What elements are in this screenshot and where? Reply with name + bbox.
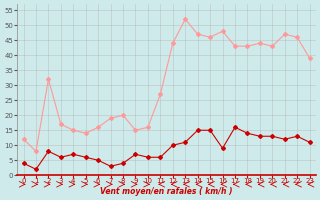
X-axis label: Vent moyen/en rafales ( km/h ): Vent moyen/en rafales ( km/h ) [100, 187, 233, 196]
